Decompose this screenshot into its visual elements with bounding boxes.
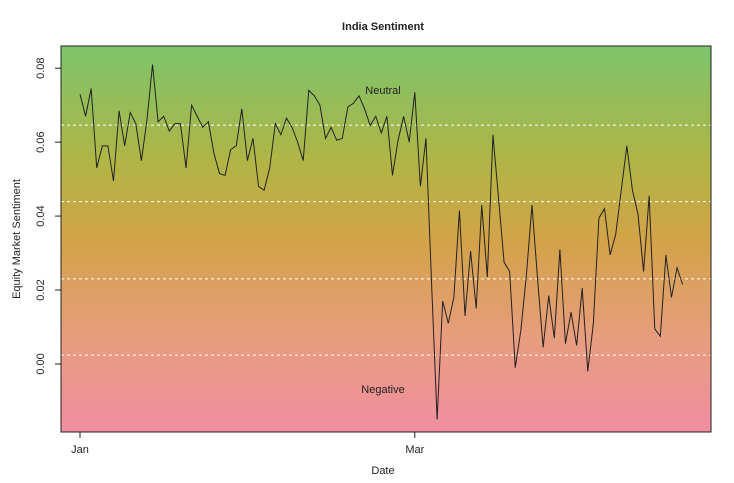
plot-frame	[60, 45, 712, 433]
x-tick-label: Mar	[405, 444, 424, 456]
annotation: Negative	[361, 384, 404, 396]
x-tick-label: Jan	[71, 444, 89, 456]
y-axis-label: Equity Market Sentiment	[11, 179, 23, 299]
y-tick-label: 0.02	[35, 279, 47, 300]
chart-title: India Sentiment	[342, 21, 424, 33]
y-tick-label: 0.06	[35, 131, 47, 152]
y-tick-label: 0.04	[35, 205, 47, 226]
annotation: Neutral	[365, 85, 400, 97]
x-axis-label: Date	[371, 465, 394, 477]
y-tick-label: 0.08	[35, 57, 47, 78]
plot-background	[61, 46, 711, 432]
y-tick-label: 0.00	[35, 353, 47, 374]
series-line	[79, 64, 684, 420]
